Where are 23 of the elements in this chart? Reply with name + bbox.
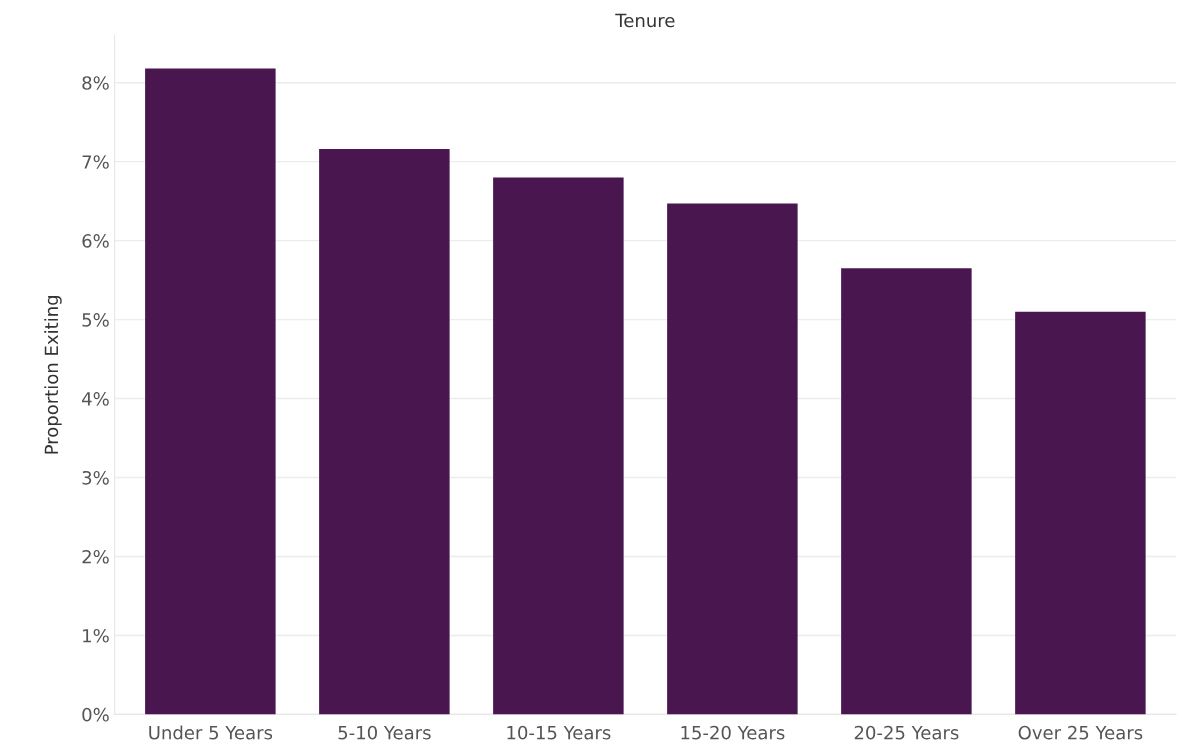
y-tick-label: 2%: [82, 549, 109, 564]
y-tick-label: 8%: [82, 76, 109, 90]
x-tick-label: Under 5 Years: [149, 725, 273, 740]
y-tick-label: 7%: [82, 155, 109, 169]
bar: [319, 149, 450, 715]
bar: [841, 268, 972, 715]
bar: [1015, 311, 1146, 715]
y-tick-label: 4%: [82, 392, 109, 406]
x-tick-label: 10-15 Years: [507, 725, 611, 740]
y-tick-label: 0%: [82, 707, 109, 722]
x-tick-label: 15-20 Years: [681, 725, 785, 740]
y-tick-label: 5%: [82, 313, 109, 327]
x-tick-label: Over 25 Years: [1018, 725, 1143, 740]
y-axis-title: Proportion Exiting: [44, 296, 62, 454]
x-tick-label: 20-25 Years: [854, 725, 959, 740]
y-tick-label: 1%: [83, 628, 109, 643]
x-tick-label: 5-10 Years: [338, 725, 431, 740]
bar: [667, 203, 798, 715]
bar: [493, 177, 624, 715]
chart-title: Tenure: [615, 13, 675, 28]
bar: [145, 68, 276, 715]
y-tick-label: 3%: [82, 470, 109, 485]
y-tick-label: 6%: [82, 234, 109, 248]
